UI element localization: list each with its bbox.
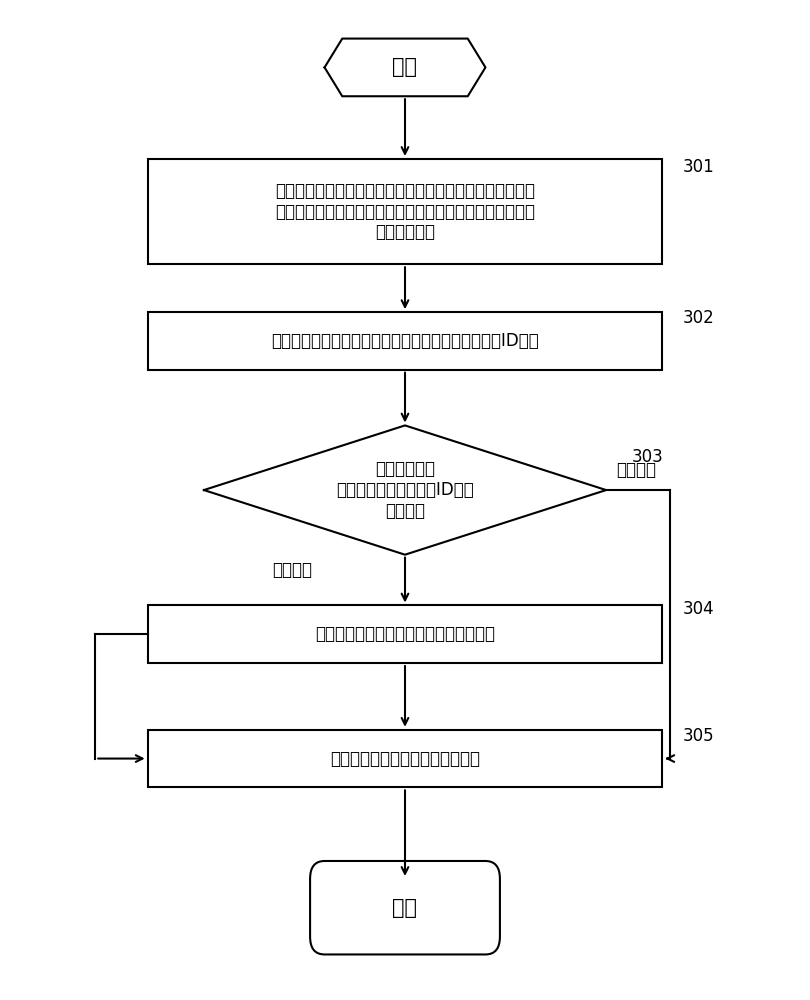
FancyBboxPatch shape bbox=[147, 312, 663, 370]
Text: 302: 302 bbox=[683, 309, 714, 327]
Text: 将读取结果与
测试治具中存储的标准ID信息
进行匹配: 将读取结果与 测试治具中存储的标准ID信息 进行匹配 bbox=[336, 460, 474, 520]
Text: 301: 301 bbox=[683, 158, 714, 176]
Text: 开始: 开始 bbox=[393, 57, 417, 77]
Text: 结束: 结束 bbox=[393, 898, 417, 918]
Text: 303: 303 bbox=[632, 448, 663, 466]
FancyBboxPatch shape bbox=[147, 159, 663, 264]
Text: 305: 305 bbox=[683, 727, 714, 745]
FancyBboxPatch shape bbox=[310, 861, 500, 954]
Polygon shape bbox=[325, 39, 485, 96]
Polygon shape bbox=[204, 425, 606, 555]
Text: 匹配失败: 匹配失败 bbox=[616, 461, 656, 479]
Text: 控制测试治具输出显示屏的剩余工作电压: 控制测试治具输出显示屏的剩余工作电压 bbox=[315, 625, 495, 643]
FancyBboxPatch shape bbox=[147, 605, 663, 663]
Text: 在测试治具的连接线插头插入显示屏的连接器接口后，监测
到为显示屏供电事件被触发时，控制测试治具输出显示屏的
最低工作电压: 在测试治具的连接线插头插入显示屏的连接器接口后，监测 到为显示屏供电事件被触发时… bbox=[275, 182, 535, 241]
Text: 控制测试治具停止供电并发出警示: 控制测试治具停止供电并发出警示 bbox=[330, 750, 480, 768]
Text: 304: 304 bbox=[683, 600, 714, 618]
FancyBboxPatch shape bbox=[147, 730, 663, 787]
Text: 匹配成功: 匹配成功 bbox=[272, 561, 313, 579]
Text: 尝试通过显示屏的信号接口读取控制芯片寄存器中的ID信息: 尝试通过显示屏的信号接口读取控制芯片寄存器中的ID信息 bbox=[271, 332, 539, 350]
